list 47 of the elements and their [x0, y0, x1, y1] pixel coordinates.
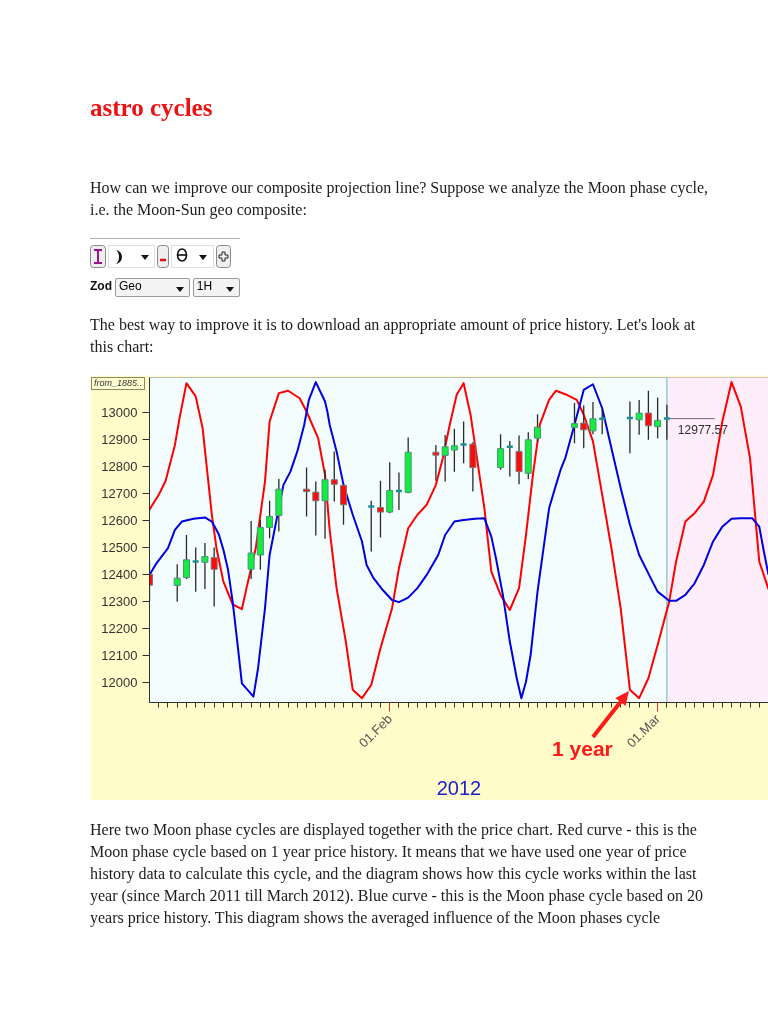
candlestick [432, 444, 440, 482]
text: How can we improve our composite projection line? Suppose we analyze the Moon phase cycle, i.e. the Moon-Sun geo composite: [90, 178, 710, 221]
candlestick [210, 546, 218, 608]
candlestick [173, 563, 181, 603]
text: Zod [90, 278, 112, 296]
candlestick [441, 434, 449, 483]
candlestick [570, 402, 578, 444]
y-tick-label: 12600 [101, 512, 138, 528]
candlestick [515, 434, 523, 485]
chart-title: astro cycles [90, 93, 213, 123]
y-tick-label: 13000 [101, 405, 138, 421]
y-tick-label: 12800 [101, 459, 138, 474]
candlestick [312, 480, 320, 537]
dropdown: 1H [192, 277, 240, 297]
candlestick [450, 428, 458, 473]
candlestick [182, 534, 190, 580]
x-axis-title: 2012 [436, 776, 482, 799]
candlestick [386, 461, 394, 514]
candlestick [376, 480, 384, 539]
y-tick-label: 12000 [101, 674, 138, 690]
text: from_1885.. [91, 377, 146, 390]
candlestick [635, 399, 643, 436]
y-tick-label: 12900 [101, 432, 138, 448]
candlestick [247, 520, 255, 580]
y-tick-label: 12200 [101, 620, 138, 636]
candlestick [469, 441, 477, 493]
candlestick [534, 413, 542, 443]
y-tick-label: 12300 [101, 593, 138, 609]
candlestick [580, 404, 588, 449]
annotation: 1 year [552, 736, 613, 763]
y-tick-label: 12500 [101, 539, 138, 555]
candlestick [589, 401, 597, 435]
candlestick [330, 450, 338, 503]
candlestick [644, 390, 652, 441]
candlestick [340, 484, 348, 526]
dropdown: Geo [115, 277, 190, 297]
candlestick [321, 469, 329, 540]
candlestick [201, 542, 209, 590]
y-tick-label: 12400 [101, 566, 138, 582]
candlestick [497, 433, 505, 471]
text: Here two Moon phase cycles are displayed together with the price chart. Red curve - this is the Moon phase cycle based on 1 year price history. It means that we have used one year of price history data to calculate this cycle, and the diagram shows how this cycle works within the last year (since March 2011 till March 2012). Blue curve - this is the Moon phase cycle based on 20 years price history. This diagram shows the averaged influence of the Moon phases cycle [90, 820, 704, 929]
text: The best way to improve it is to download an appropriate amount of price history. Let's look at this chart: [90, 315, 697, 357]
candlestick [303, 466, 311, 518]
candlestick [654, 396, 662, 439]
candlestick [266, 500, 274, 539]
y-tick-label: 12100 [101, 647, 138, 663]
y-tick-label: 12700 [101, 485, 138, 501]
